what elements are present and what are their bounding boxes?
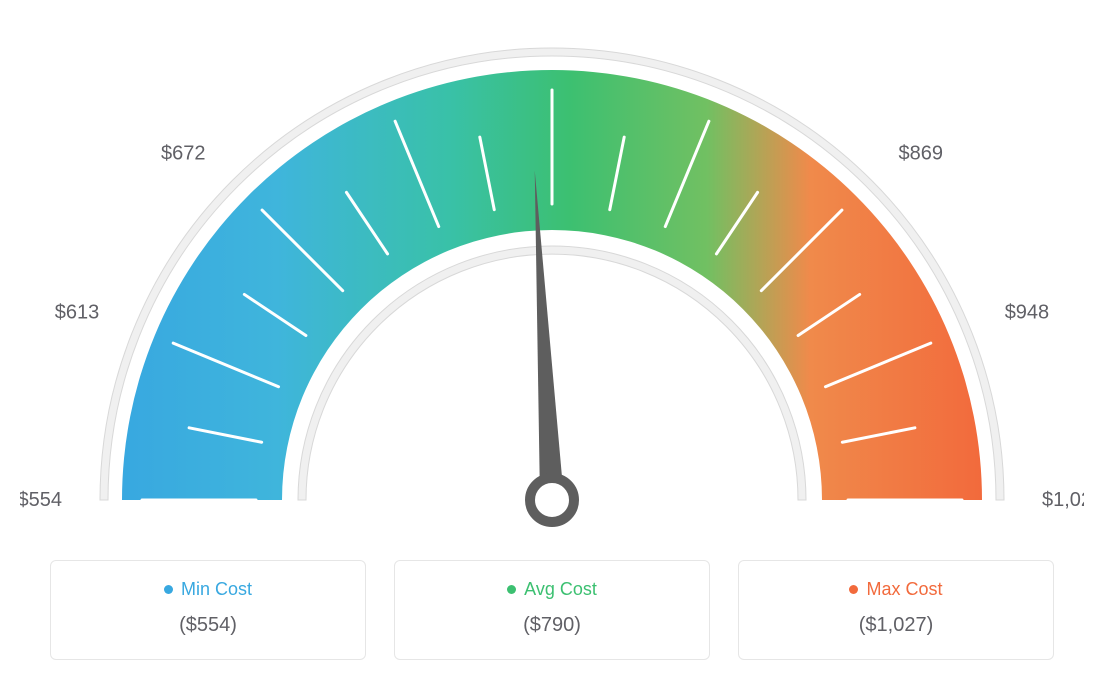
legend-value: ($554) [61,614,355,637]
gauge-tick-label: $948 [1005,301,1049,323]
avg-cost-card: Avg Cost ($790) [394,560,710,660]
gauge-tick-label: $869 [898,143,943,165]
legend-label: Max Cost [749,579,1043,600]
legend-label-text: Min Cost [181,579,252,600]
legend-dot-icon [849,585,858,594]
legend-label: Min Cost [61,579,355,600]
cost-gauge: $554 $613 $672 $790 $869 $948 $1,027 [20,20,1084,550]
gauge-tick-label: $554 [20,489,62,511]
gauge-hub [530,478,574,522]
gauge-tick-label: $1,027 [1042,489,1084,511]
gauge-tick-label: $672 [161,143,206,165]
legend-label-text: Max Cost [866,579,942,600]
legend-row: Min Cost ($554) Avg Cost ($790) Max Cost ($1,… [20,560,1084,660]
gauge-tick-label: $613 [55,301,100,323]
max-cost-card: Max Cost ($1,027) [738,560,1054,660]
gauge-tick-label: $790 [530,20,575,21]
legend-value: ($790) [405,614,699,637]
gauge-svg: $554 $613 $672 $790 $869 $948 $1,027 [20,20,1084,550]
legend-label-text: Avg Cost [524,579,597,600]
legend-value: ($1,027) [749,614,1043,637]
legend-label: Avg Cost [405,579,699,600]
legend-dot-icon [164,585,173,594]
legend-dot-icon [507,585,516,594]
min-cost-card: Min Cost ($554) [50,560,366,660]
